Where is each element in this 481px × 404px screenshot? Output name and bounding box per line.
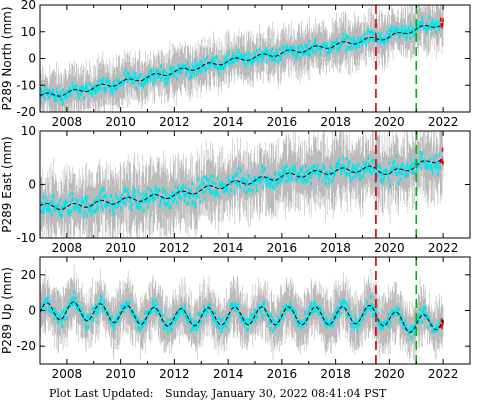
east-y-tick-label: -10 [16, 231, 36, 245]
east-x-tick-label: 2008 [52, 241, 83, 255]
north-recent-points [440, 17, 444, 29]
east-x-tick-label: 2020 [374, 241, 405, 255]
north-x-tick-label: 2016 [267, 115, 298, 129]
east-error-bars [40, 131, 444, 238]
north-error-bars [40, 5, 444, 112]
east-model-line [40, 157, 444, 210]
up-x-tick-label: 2012 [159, 367, 190, 381]
up-x-tick-label: 2008 [52, 367, 83, 381]
north-y-axis-label: P289 North (mm) [0, 6, 14, 110]
north-x-tick-label: 2010 [105, 115, 136, 129]
up-x-tick-label: 2014 [213, 367, 244, 381]
east-x-tick-label: 2018 [320, 241, 351, 255]
up-y-axis-label: P289 Up (mm) [0, 267, 14, 354]
north-x-tick-label: 2020 [374, 115, 405, 129]
east-daily-points [40, 150, 441, 220]
east-x-tick-label: 2012 [159, 241, 190, 255]
north-x-tick-label: 2018 [320, 115, 351, 129]
up-error-bars [40, 264, 444, 362]
north-x-tick-label: 2008 [52, 115, 83, 129]
last-updated-timestamp: Sunday, January 30, 2022 08:41:04 PST [164, 387, 387, 400]
north-y-tick-label: 20 [21, 0, 36, 12]
up-y-tick-label: 20 [21, 268, 36, 282]
north-y-tick-label: -20 [16, 105, 36, 119]
north-x-tick-label: 2022 [428, 115, 459, 129]
north-daily-points [40, 15, 441, 106]
east-x-tick-label: 2022 [428, 241, 459, 255]
east-y-axis-label: P289 East (mm) [0, 136, 14, 232]
east-x-tick-label: 2010 [105, 241, 136, 255]
up-recent-points [440, 318, 444, 330]
east-x-tick-label: 2016 [267, 241, 298, 255]
north-y-tick-label: 10 [21, 25, 36, 39]
panel-north: 2008 2010 2012 2014 2016 2018 2020 2022 -20 -10 0 1… [0, 0, 471, 129]
up-y-tick-label: 0 [28, 304, 36, 318]
north-y-tick-label: 0 [28, 52, 36, 66]
up-x-tick-label: 2018 [320, 367, 351, 381]
north-y-tick-label: -10 [16, 78, 36, 92]
up-x-tick-label: 2020 [374, 367, 405, 381]
north-x-tick-label: 2012 [159, 115, 190, 129]
up-y-tick-label: -20 [16, 339, 36, 353]
up-x-tick-label: 2010 [105, 367, 136, 381]
east-y-tick-label: 10 [21, 124, 36, 138]
up-x-tick-label: 2016 [267, 367, 298, 381]
panel-up: 2008 2010 2012 2014 2016 2018 2020 2022 -20 0 20 P2… [0, 256, 471, 381]
panel-east: 2008 2010 2012 2014 2016 2018 2020 2022 -10 0 10 P2… [0, 124, 471, 255]
last-updated-label: Plot Last Updated: [49, 387, 154, 400]
east-recent-points [440, 147, 444, 165]
east-x-tick-label: 2014 [213, 241, 244, 255]
up-x-tick-label: 2022 [428, 367, 459, 381]
north-x-tick-label: 2014 [213, 115, 244, 129]
plot-footer: Plot Last Updated: Sunday, January 30, 2… [49, 387, 386, 400]
east-y-tick-label: 0 [28, 178, 36, 192]
